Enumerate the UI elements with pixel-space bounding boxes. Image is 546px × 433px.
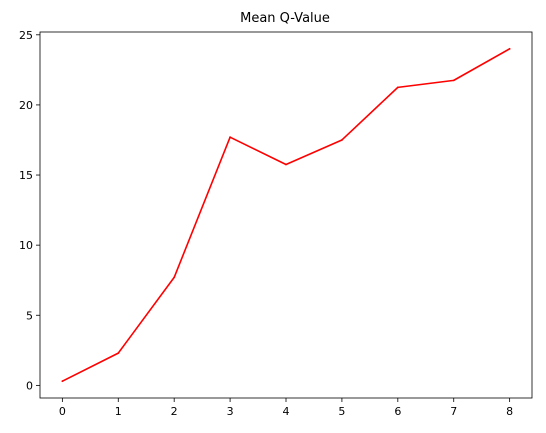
- x-axis: 0 1 2 3 4 5 6 7 8: [59, 398, 513, 418]
- x-tick-label: 1: [115, 405, 122, 418]
- data-point: [341, 139, 343, 141]
- x-tick-label: 7: [450, 405, 457, 418]
- y-tick-label: 5: [26, 309, 33, 322]
- data-point: [229, 136, 231, 139]
- data-point: [452, 79, 455, 82]
- series-line: [62, 48, 511, 382]
- data-point: [285, 163, 287, 166]
- y-tick-label: 25: [19, 29, 33, 42]
- y-tick-label: 0: [26, 379, 33, 392]
- x-tick-label: 3: [227, 405, 234, 418]
- x-tick-label: 8: [506, 405, 513, 418]
- x-tick-label: 5: [338, 405, 345, 418]
- x-tick-label: 6: [394, 405, 401, 418]
- x-tick-label: 0: [59, 405, 66, 418]
- data-point: [117, 352, 120, 355]
- data-point: [508, 47, 511, 50]
- x-tick-label: 4: [283, 405, 290, 418]
- data-point: [396, 86, 399, 89]
- series-group: [61, 47, 511, 383]
- y-tick-label: 20: [19, 99, 33, 112]
- y-axis: 0 5 10 15 20 25: [19, 29, 40, 392]
- chart-title: Mean Q-Value: [240, 11, 330, 26]
- y-tick-label: 15: [19, 169, 33, 182]
- plot-frame: [39, 31, 533, 399]
- data-point: [61, 380, 64, 383]
- data-point: [173, 276, 176, 279]
- y-tick-label: 10: [19, 239, 33, 252]
- x-tick-label: 2: [171, 405, 178, 418]
